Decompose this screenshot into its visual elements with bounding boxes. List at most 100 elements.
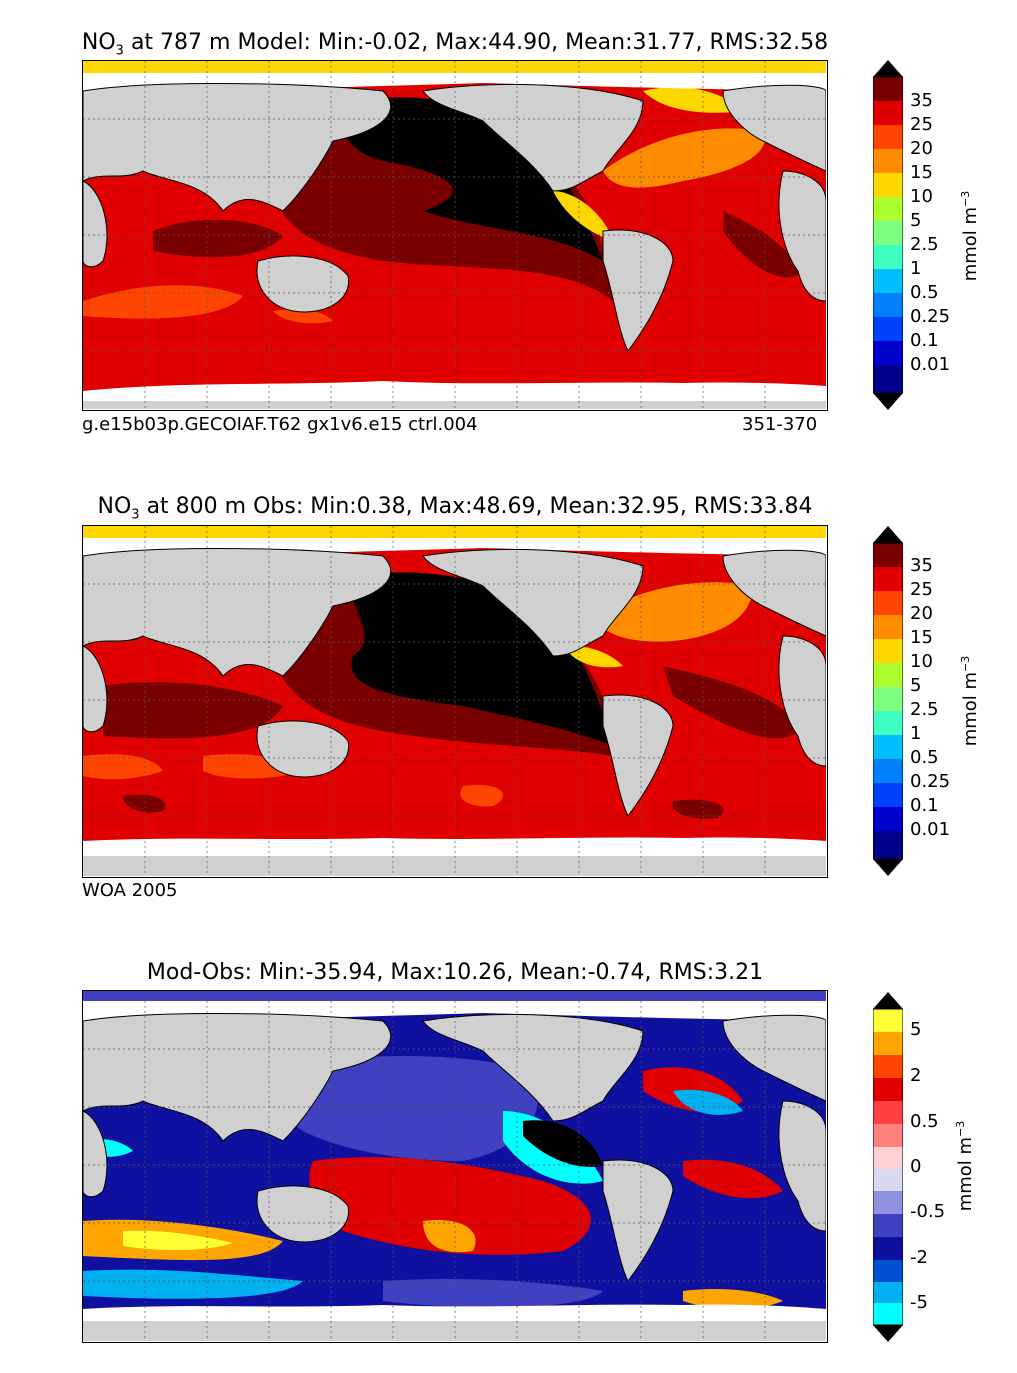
north-america-land — [422, 548, 644, 657]
cb3-seg-1 — [873, 1009, 903, 1032]
arctic-yellow-strip — [83, 61, 826, 73]
cb2-seg-5 — [873, 663, 903, 687]
cb1-tick-10: 0.1 — [910, 330, 939, 351]
panel3-grid — [83, 991, 826, 1341]
cb1-unit-sup: −3 — [959, 190, 972, 207]
australia-orange-band — [273, 309, 333, 324]
south-america-land — [602, 229, 674, 352]
npac-blue — [277, 1056, 539, 1161]
cb2-seg-1 — [873, 711, 903, 735]
cb3-seg-8 — [873, 1169, 903, 1191]
arctic-yellow-strip — [83, 526, 826, 538]
cb1-seg-35 — [873, 77, 903, 101]
panel3-map — [82, 990, 828, 1343]
caribbean-yellow — [553, 191, 613, 241]
cb3-seg-11 — [873, 1237, 903, 1260]
cb3-tick-1: 2 — [910, 1065, 922, 1086]
south-america-land — [602, 1159, 674, 1282]
cb1-seg-15 — [873, 149, 903, 173]
cb2-tick-1: 25 — [910, 579, 933, 600]
cb1-seg-10 — [873, 173, 903, 197]
cb1-unit-text: mmol m — [960, 206, 981, 282]
cb3-top-arrow — [873, 992, 903, 1009]
so-orange-spot — [683, 1289, 783, 1310]
panel1-grid — [83, 61, 826, 409]
so-blue-band — [383, 1279, 603, 1308]
cb2-tick-10: 0.1 — [910, 795, 939, 816]
cb2-seg-2_5 — [873, 687, 903, 711]
cb1-seg-min — [873, 365, 903, 393]
cb1-seg-25 — [873, 101, 903, 125]
arctic-blue-strip — [83, 991, 826, 1001]
panel3-colorbar-svg — [872, 992, 904, 1342]
australia-land — [256, 255, 349, 313]
cb3-tick-6: -5 — [910, 1292, 928, 1313]
panel1-map — [82, 60, 828, 411]
cb2-bottom-arrow — [873, 859, 903, 876]
panel2-title-pre: NO — [97, 494, 132, 519]
indian-dark-region — [153, 219, 283, 258]
cb2-unit-text: mmol m — [960, 671, 981, 747]
indian-dark-region — [103, 682, 283, 739]
natlantic-orange — [603, 128, 765, 188]
satl-red-region — [683, 1159, 783, 1199]
cb2-tick-6: 2.5 — [910, 699, 939, 720]
cb1-tick-7: 1 — [910, 258, 922, 279]
cb3-bottom-arrow — [873, 1325, 903, 1342]
panel3-title-text: Mod-Obs: Min:-35.94, Max:10.26, Mean:-0.… — [146, 960, 764, 985]
cb2-tick-9: 0.25 — [910, 771, 951, 792]
panel2-colorbar — [872, 526, 904, 876]
cb1-tick-1: 25 — [910, 114, 933, 135]
panel1-footer-left: g.e15b03p.GECOIAF.T62 gx1v6.e15 ctrl.004 — [82, 414, 478, 435]
cb1-tick-0: 35 — [910, 90, 933, 111]
panel3-colorbar — [872, 992, 904, 1342]
antarctic-land — [83, 856, 826, 876]
cb2-seg-0_25 — [873, 759, 903, 783]
cb2-tick-8: 0.5 — [910, 747, 939, 768]
cb2-tick-5: 5 — [910, 675, 922, 696]
panel1-footer-right: 351-370 — [742, 414, 818, 435]
so-dark-spot-1 — [123, 794, 166, 813]
cb3-seg-7 — [873, 1147, 903, 1169]
cb2-seg-0_5 — [873, 735, 903, 759]
cb1-seg-0_01 — [873, 341, 903, 365]
cb3-tick-2: 0.5 — [910, 1111, 939, 1132]
europe-land — [722, 549, 826, 637]
cb3-seg-5 — [873, 1101, 903, 1124]
australia-land — [256, 720, 349, 778]
africa-east-land — [83, 645, 108, 733]
cb1-seg-0_25 — [873, 293, 903, 317]
pacific-black-patch — [523, 1120, 603, 1167]
north-america-land — [422, 83, 644, 192]
cb2-seg-min — [873, 831, 903, 859]
so-cyan-band — [83, 1269, 303, 1299]
panel1-colorbar-svg — [872, 60, 904, 410]
south-america-land — [602, 694, 674, 817]
panel2-grid — [83, 526, 826, 876]
cb3-seg-13 — [873, 1282, 903, 1303]
cb3-unit-text: mmol m — [955, 1136, 976, 1212]
cb1-tick-8: 0.5 — [910, 282, 939, 303]
cb3-seg-12 — [873, 1260, 903, 1282]
cb1-tick-6: 2.5 — [910, 234, 939, 255]
cb1-seg-5 — [873, 197, 903, 221]
cb1-tick-9: 0.25 — [910, 306, 951, 327]
panel1-title-sub: 3 — [115, 43, 124, 59]
pacific-orange-spot — [460, 785, 503, 807]
indian-orange-band — [83, 754, 163, 780]
africa-east-land — [83, 180, 108, 268]
cb2-tick-11: 0.01 — [910, 819, 951, 840]
cb3-tick-3: 0 — [910, 1156, 922, 1177]
africa-west-land — [778, 635, 826, 767]
panel2-title-sub: 3 — [131, 507, 140, 523]
panel1-title: NO3 at 787 m Model: Min:-0.02, Max:44.90… — [30, 30, 880, 58]
cb1-seg-1 — [873, 245, 903, 269]
cb1-top-arrow — [873, 60, 903, 77]
cb1-tick-5: 5 — [910, 210, 922, 231]
cb2-tick-3: 15 — [910, 627, 933, 648]
cb1-tick-3: 15 — [910, 162, 933, 183]
atlantic-dark-region — [663, 666, 803, 739]
north-america-land — [422, 1013, 644, 1122]
panel2-map-svg — [83, 526, 826, 876]
cb2-unit-label: mmol m−3 — [959, 651, 981, 751]
